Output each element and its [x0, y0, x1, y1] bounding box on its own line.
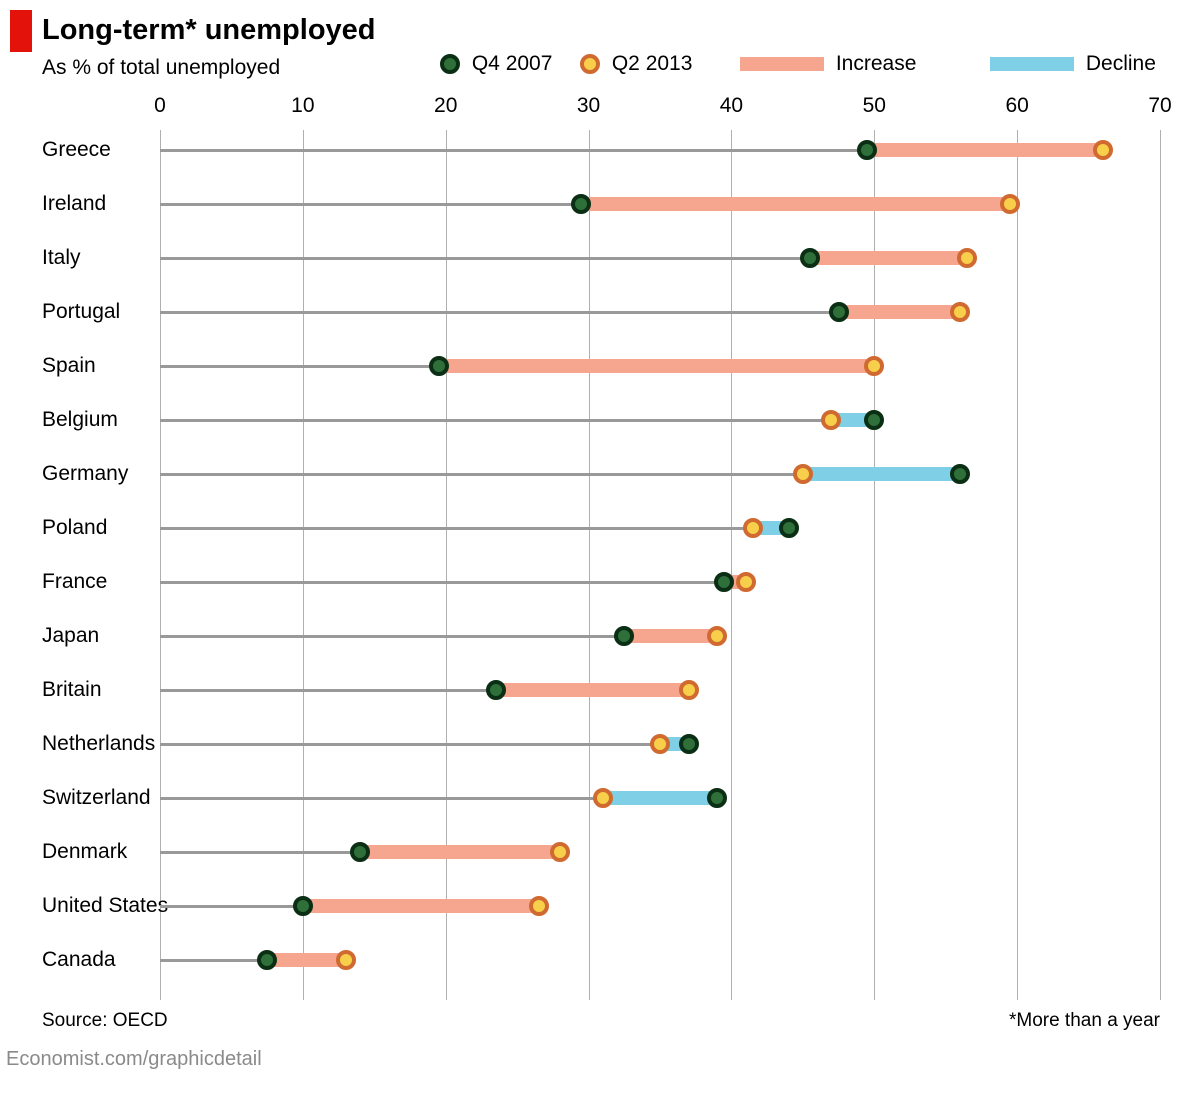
change-bar	[839, 305, 960, 319]
x-axis-tick-label: 20	[434, 94, 457, 118]
country-label: Belgium	[42, 408, 118, 432]
q2-dot	[336, 950, 356, 970]
q2-dot	[864, 356, 884, 376]
change-bar	[496, 683, 689, 697]
x-axis-tick-label: 0	[154, 94, 166, 118]
q2-dot	[650, 734, 670, 754]
q4-dot	[429, 356, 449, 376]
country-label: Switzerland	[42, 786, 151, 810]
gridline	[731, 130, 732, 1000]
change-bar	[803, 467, 960, 481]
gridline	[446, 130, 447, 1000]
x-axis-tick-label: 40	[720, 94, 743, 118]
change-bar	[624, 629, 717, 643]
country-label: Greece	[42, 138, 111, 162]
x-axis-tick-label: 60	[1005, 94, 1028, 118]
q4-dot	[350, 842, 370, 862]
gridline	[589, 130, 590, 1000]
change-bar	[303, 899, 539, 913]
country-label: Poland	[42, 516, 107, 540]
country-label: Italy	[42, 246, 81, 270]
q2-dot	[736, 572, 756, 592]
country-label: France	[42, 570, 107, 594]
q4-dot	[829, 302, 849, 322]
row-baseline	[160, 743, 689, 746]
q4-dot	[707, 788, 727, 808]
x-axis-tick-label: 10	[291, 94, 314, 118]
row-baseline	[160, 419, 874, 422]
q4-dot	[857, 140, 877, 160]
gridline	[160, 130, 161, 1000]
q2-dot	[950, 302, 970, 322]
q4-dot	[293, 896, 313, 916]
q4-dot	[779, 518, 799, 538]
q2-dot	[1093, 140, 1113, 160]
q2-dot	[793, 464, 813, 484]
q2-dot	[529, 896, 549, 916]
change-bar	[267, 953, 346, 967]
plot-area: 0 10 20 30 40 50 60 70 Greece Ireland Italy Portuga…	[0, 0, 1190, 1094]
country-label: Germany	[42, 462, 128, 486]
row-baseline	[160, 581, 746, 584]
change-bar	[439, 359, 875, 373]
q2-dot	[707, 626, 727, 646]
country-label: Spain	[42, 354, 96, 378]
credit-text: Economist.com/graphicdetail	[6, 1048, 262, 1071]
q2-dot	[957, 248, 977, 268]
country-label: Netherlands	[42, 732, 155, 756]
gridline	[1160, 130, 1161, 1000]
q2-dot	[550, 842, 570, 862]
x-axis-tick-label: 50	[863, 94, 886, 118]
country-label: Japan	[42, 624, 99, 648]
q4-dot	[614, 626, 634, 646]
source-text: Source: OECD	[42, 1010, 168, 1032]
q4-dot	[800, 248, 820, 268]
q4-dot	[486, 680, 506, 700]
q4-dot	[257, 950, 277, 970]
country-label: Canada	[42, 948, 116, 972]
country-label: Britain	[42, 678, 102, 702]
gridline	[1017, 130, 1018, 1000]
footnote-text: *More than a year	[1009, 1010, 1160, 1032]
country-label: Ireland	[42, 192, 106, 216]
country-label: United States	[42, 894, 168, 918]
q2-dot	[593, 788, 613, 808]
q2-dot	[679, 680, 699, 700]
row-baseline	[160, 527, 789, 530]
country-label: Denmark	[42, 840, 127, 864]
q4-dot	[950, 464, 970, 484]
x-axis-tick-label: 70	[1148, 94, 1171, 118]
change-bar	[867, 143, 1103, 157]
chart-container: Long-term* unemployed As % of total unem…	[0, 0, 1190, 1094]
q2-dot	[1000, 194, 1020, 214]
q4-dot	[679, 734, 699, 754]
change-bar	[360, 845, 560, 859]
gridline	[303, 130, 304, 1000]
change-bar	[810, 251, 967, 265]
q2-dot	[743, 518, 763, 538]
x-axis-tick-label: 30	[577, 94, 600, 118]
country-label: Portugal	[42, 300, 120, 324]
change-bar	[603, 791, 717, 805]
q4-dot	[864, 410, 884, 430]
q2-dot	[821, 410, 841, 430]
change-bar	[581, 197, 1010, 211]
